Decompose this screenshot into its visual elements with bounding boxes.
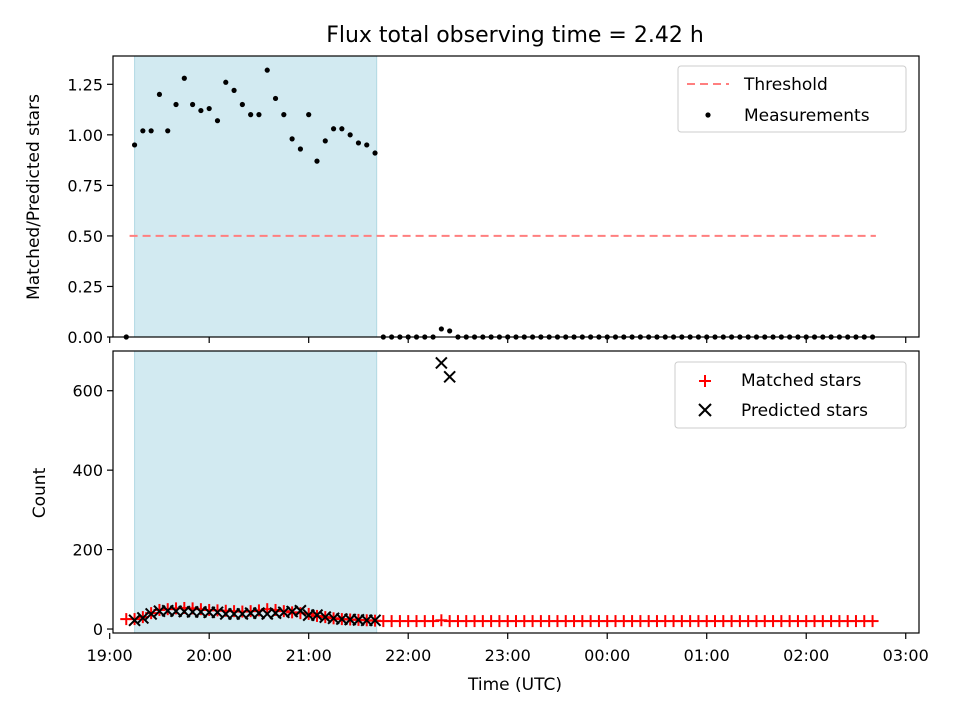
- measurement-point: [248, 112, 254, 118]
- measurement-point: [239, 101, 245, 108]
- measurement-point: [330, 126, 337, 132]
- measurement-point: [438, 326, 444, 332]
- bottom-y-axis-label: Count: [30, 467, 50, 518]
- x-tick-label: 21:00: [286, 646, 332, 665]
- measurement-point: [214, 118, 221, 124]
- measurement-point: [181, 75, 187, 81]
- measurements-legend-swatch: [705, 112, 711, 118]
- x-tick-label: 03:00: [883, 646, 929, 665]
- measurement-point: [355, 140, 362, 146]
- measurement-point: [289, 136, 295, 142]
- measurement-point: [281, 112, 287, 118]
- bottom-shaded-span: [134, 350, 378, 634]
- measurements-legend-label: Measurements: [744, 106, 870, 126]
- measurement-point: [231, 87, 237, 93]
- threshold-legend-label: Threshold: [743, 75, 828, 95]
- bottom-legend: Matched stars Predicted stars: [674, 361, 907, 429]
- measurement-point: [148, 128, 154, 134]
- x-tick-label: 00:00: [584, 646, 630, 665]
- measurement-point: [372, 150, 378, 156]
- measurement-point: [156, 91, 163, 98]
- measurement-point: [198, 107, 204, 114]
- measurement-point: [272, 95, 279, 102]
- measurement-point: [223, 79, 229, 85]
- x-tick-label: 23:00: [485, 646, 531, 665]
- predicted-star-point: [294, 604, 307, 617]
- predicted-legend-swatch: [698, 403, 712, 417]
- x-tick-label: 01:00: [684, 646, 730, 665]
- predicted-star-point: [128, 614, 141, 627]
- measurement-point: [364, 142, 370, 148]
- chart-title: Flux total observing time = 2.42 h: [326, 23, 704, 48]
- top-y-tick-label: 1.25: [67, 75, 103, 94]
- matched-legend-swatch: [699, 375, 711, 387]
- matched-star-point: [866, 615, 879, 628]
- bottom-x-ticks: 19:00 20:00 21:00 22:00 23:00 00:00 01:00 02:00…: [87, 633, 929, 665]
- measurement-point: [447, 328, 453, 334]
- top-y-tick-label: 0.75: [67, 176, 103, 195]
- predicted-star-point: [368, 614, 382, 627]
- measurement-point: [297, 146, 304, 152]
- top-plot-frame: [112, 55, 920, 338]
- measurement-point: [140, 128, 146, 134]
- measurement-point: [206, 105, 212, 112]
- top-y-tick-label: 0.25: [67, 277, 103, 296]
- matched-legend-label: Matched stars: [741, 371, 861, 391]
- bottom-plot-frame: [112, 350, 920, 634]
- top-legend-box: [677, 65, 907, 133]
- measurement-point: [314, 158, 320, 164]
- predicted-legend-label: Predicted stars: [741, 401, 868, 421]
- bottom-y-tick-label: 400: [72, 461, 103, 480]
- x-tick-label: 19:00: [87, 646, 133, 665]
- bottom-y-ticks: 0 200 400 600: [72, 382, 113, 639]
- predicted-star-point: [435, 356, 448, 370]
- x-tick-label: 20:00: [186, 646, 232, 665]
- bottom-y-tick-label: 600: [72, 382, 103, 401]
- bottom-legend-box: [674, 361, 907, 429]
- top-y-tick-label: 0.00: [67, 328, 103, 347]
- predicted-star-point: [443, 370, 456, 384]
- measurement-point: [339, 126, 345, 132]
- bottom-panel: 0 200 400 600 19:00 20:00 21:00 22:00 23:00 00:0…: [30, 350, 929, 695]
- top-shaded-span: [134, 55, 378, 338]
- measurement-points: [123, 67, 876, 340]
- measurement-point: [264, 67, 270, 73]
- measurement-point: [306, 112, 312, 118]
- measurement-point: [165, 128, 171, 134]
- top-panel: 0.00 0.25 0.50 0.75 1.00 1.25 Matched/Predict…: [24, 55, 920, 347]
- bottom-y-tick-label: 0: [93, 620, 103, 639]
- top-y-axis-label: Matched/Predicted stars: [24, 94, 44, 300]
- bottom-y-tick-label: 200: [72, 541, 103, 560]
- top-x-ticks: [109, 337, 907, 343]
- x-tick-label: 22:00: [385, 646, 431, 665]
- top-legend: Threshold Measurements: [677, 65, 907, 133]
- measurement-point: [322, 138, 328, 144]
- top-y-tick-label: 1.00: [67, 126, 103, 145]
- measurement-point: [131, 142, 138, 148]
- measurement-point: [190, 101, 196, 108]
- top-y-ticks: 0.00 0.25 0.50 0.75 1.00 1.25: [67, 75, 113, 347]
- measurement-point: [347, 132, 353, 138]
- predicted-star-point: [144, 607, 158, 621]
- x-axis-label: Time (UTC): [467, 675, 562, 695]
- measurement-point: [173, 101, 179, 108]
- top-y-tick-label: 0.50: [67, 227, 103, 246]
- x-tick-label: 02:00: [783, 646, 829, 665]
- measurement-point: [256, 112, 262, 118]
- predicted-star-point: [136, 611, 150, 625]
- predicted-points: [128, 356, 456, 627]
